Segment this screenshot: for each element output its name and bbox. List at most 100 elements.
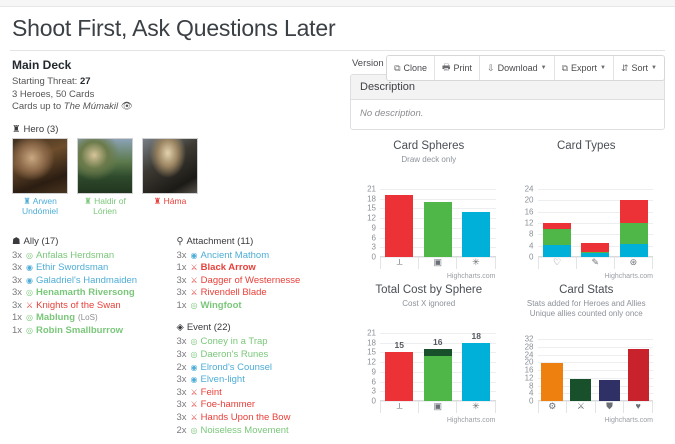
bar-segment[interactable] [462,211,491,257]
hero-name-text: Háma [163,195,187,206]
bar-segment[interactable] [619,244,648,257]
card-name[interactable]: Rivendell Blade [200,287,267,299]
card-name[interactable]: Robin Smallburrow [35,325,124,337]
card-name[interactable]: Elrond's Counsel [200,361,273,373]
sort-button[interactable]: ⇵ Sort ▼ [613,56,664,80]
bar-segment[interactable] [542,244,571,257]
bar-segment[interactable] [423,349,452,401]
card-row[interactable]: 1x ◎ Mablung (LoS) [12,312,175,325]
bar-segment[interactable] [542,222,571,229]
hero-card[interactable]: ♜ Háma [142,137,198,217]
card-quantity: 2x [176,424,187,436]
card-row[interactable]: 1x ⚔ Black Arrow [177,262,340,275]
chart-credit[interactable]: Highcharts.com [446,417,496,424]
card-row[interactable]: 3x ⚔ Hands Upon the Bow [177,412,340,425]
card-row[interactable]: 3x ⚔ Feint [177,387,340,400]
bar[interactable]: 18 [462,331,491,401]
card-name[interactable]: Ethir Swordsman [35,262,109,274]
card-row[interactable]: 1x ◎ Wingfoot [177,300,340,313]
card-name[interactable]: Feint [200,386,222,398]
chart-credit[interactable]: Highcharts.com [604,417,653,424]
export-button[interactable]: ⧉ Export ▼ [554,56,614,80]
export-icon: ⧉ [561,62,569,73]
hero-portrait[interactable] [77,137,133,194]
card-row[interactable]: 3x ◎ Henamarth Riversong [12,287,175,300]
card-name[interactable]: Dagger of Westernesse [200,274,301,286]
bar-slot [576,189,615,257]
starting-threat-line: Starting Threat: 27 [12,76,339,89]
hero-portrait[interactable] [12,137,68,194]
card-row[interactable]: 2x ◎ Noiseless Movement [177,425,340,438]
hero-name[interactable]: ♜ Arwen Undómiel [12,196,68,217]
bar-segment[interactable] [581,251,610,254]
card-name[interactable]: Ancient Mathom [200,249,270,261]
bar[interactable] [423,201,452,257]
chart-credit[interactable]: Highcharts.com [446,273,496,280]
bar-segment[interactable] [581,253,610,257]
bar[interactable] [581,226,610,257]
card-name[interactable]: Foe-hammer [200,399,256,411]
card-row[interactable]: 3x ◉ Elven-light [177,374,340,387]
card-row[interactable]: 2x ◉ Elrond's Counsel [177,362,340,375]
card-row[interactable]: 3x ⚔ Dagger of Westernesse [177,275,340,288]
card-name[interactable]: Noiseless Movement [200,424,289,436]
print-button[interactable]: 🖶 Print [435,56,481,80]
card-name[interactable]: Anfalas Herdsman [35,249,115,261]
card-row[interactable]: 3x ◉ Ethir Swordsman [12,262,175,275]
bar[interactable] [542,209,571,257]
hero-name[interactable]: ♜ Háma [142,196,198,207]
download-button[interactable]: ⇩ Download ▼ [480,56,555,80]
hero-card[interactable]: ♜ Haldir of Lórien [77,137,133,217]
bar-segment[interactable] [385,195,414,257]
bar[interactable] [462,211,491,257]
bar[interactable] [619,195,648,257]
bar-segment[interactable] [541,363,563,401]
card-row[interactable]: 3x ◎ Daeron's Runes [177,349,340,362]
hero-name[interactable]: ♜ Haldir of Lórien [77,196,133,217]
eye-icon[interactable]: 👁 [120,101,133,112]
bar[interactable] [541,363,563,401]
card-row[interactable]: 3x ◎ Coney in a Trap [177,336,340,349]
card-name[interactable]: Coney in a Trap [200,336,268,348]
card-name[interactable]: Henamarth Riversong [35,287,135,299]
card-name[interactable]: Elven-light [200,374,245,386]
grid-line [537,370,653,371]
bar-segment[interactable] [619,199,648,224]
card-name[interactable]: Daeron's Runes [200,349,269,361]
card-name[interactable]: Mablung [35,312,76,324]
card-row[interactable]: 1x ◎ Robin Smallburrow [12,325,175,338]
card-name[interactable]: Hands Upon the Bow [200,412,291,424]
chart-credit[interactable]: Highcharts.com [604,273,653,280]
group-heading-ally: ☗ Ally (17) [12,236,175,247]
bar-segment[interactable] [581,242,610,252]
card-name[interactable]: Wingfoot [200,299,242,311]
bar-segment[interactable] [627,348,650,401]
bar[interactable] [385,195,414,257]
bar-segment[interactable] [599,379,621,401]
bar[interactable]: 15 [385,340,414,401]
bar[interactable] [627,348,650,401]
y-axis-tick-label: 21 [367,184,376,194]
bar[interactable] [570,378,592,401]
card-name[interactable]: Black Arrow [200,262,256,274]
bar-segment[interactable] [423,201,452,257]
hero-portrait[interactable] [142,137,198,194]
card-row[interactable]: 3x ◎ Anfalas Herdsman [12,250,175,263]
card-name[interactable]: Galadriel's Handmaiden [35,274,138,286]
hero-card[interactable]: ♜ Arwen Undómiel [12,137,68,217]
bar-segment[interactable] [619,223,648,245]
bar-segment[interactable] [570,378,592,401]
card-row[interactable]: 3x ⚔ Rivendell Blade [177,287,340,300]
bar-segment[interactable] [385,352,414,401]
bar-segment[interactable] [542,228,571,245]
card-row[interactable]: 3x ⚔ Foe-hammer [177,399,340,412]
bar[interactable] [599,379,621,401]
bar-segment[interactable] [462,342,491,401]
card-row[interactable]: 3x ◉ Ancient Mathom [177,250,340,263]
card-quantity: 3x [176,399,187,411]
clone-button[interactable]: ⧉ Clone [387,56,436,80]
card-row[interactable]: 3x ⚔ Knights of the Swan [12,300,175,313]
bar[interactable]: 16 [423,337,452,401]
card-row[interactable]: 3x ◉ Galadriel's Handmaiden [12,275,175,288]
card-name[interactable]: Knights of the Swan [36,299,121,311]
